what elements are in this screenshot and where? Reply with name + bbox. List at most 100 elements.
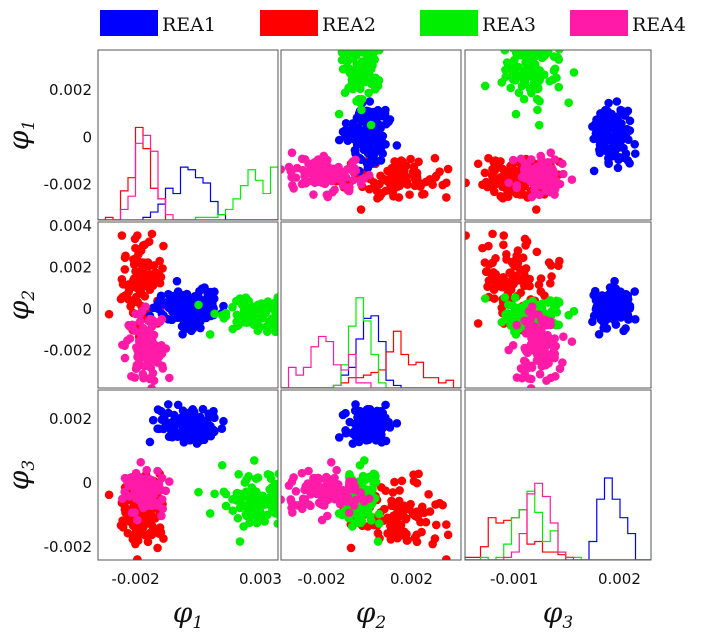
data-point (221, 489, 231, 499)
data-point (134, 479, 143, 488)
data-point (257, 492, 266, 501)
data-point (501, 72, 510, 82)
data-point (104, 309, 114, 319)
data-point (278, 312, 287, 321)
data-point (533, 105, 542, 115)
data-point (599, 323, 609, 333)
data-point (205, 509, 215, 518)
data-point (343, 56, 353, 65)
data-point (221, 501, 231, 511)
data-point (559, 332, 568, 341)
panel-frame (97, 49, 279, 221)
panel-r3-c2 (280, 389, 462, 561)
data-point (318, 163, 328, 173)
data-point (219, 416, 228, 426)
svg-text:φ3: φ3 (2, 460, 39, 490)
data-point (279, 503, 288, 512)
data-point (406, 499, 415, 509)
data-point (344, 508, 354, 518)
data-point (341, 118, 351, 128)
histogram-rea2 (98, 126, 278, 220)
data-point (287, 148, 297, 157)
data-point (623, 291, 633, 301)
data-point (139, 561, 148, 570)
data-point (262, 322, 271, 331)
data-point (392, 141, 402, 150)
data-point (232, 489, 242, 498)
data-point (221, 308, 231, 318)
data-point (165, 373, 174, 383)
histogram-rea1 (465, 477, 651, 560)
data-point (503, 64, 513, 74)
data-point (120, 291, 130, 300)
data-point (361, 431, 370, 441)
data-point (417, 527, 426, 537)
series-rea3 (334, 41, 384, 130)
data-point (501, 310, 510, 319)
data-point (535, 369, 545, 379)
data-point (523, 274, 532, 284)
data-point (178, 422, 188, 432)
data-point (257, 299, 266, 308)
histogram-rea1 (98, 166, 278, 220)
data-point (303, 479, 313, 488)
data-point (235, 503, 245, 513)
data-point (172, 276, 182, 286)
data-point (507, 313, 517, 322)
data-point (304, 500, 314, 509)
data-point (545, 76, 554, 86)
data-point (381, 400, 390, 410)
data-point (272, 176, 281, 185)
data-point (550, 155, 560, 164)
data-point (143, 500, 153, 509)
x-axis-label-1: φ1 (173, 596, 203, 633)
data-point (456, 179, 465, 188)
data-point (630, 149, 640, 158)
data-point (281, 165, 285, 174)
data-point (345, 129, 355, 138)
legend-entry-rea3: REA3 (420, 10, 536, 36)
data-point (519, 281, 529, 291)
data-point (379, 112, 388, 121)
data-point (355, 41, 364, 50)
data-point (275, 301, 278, 310)
data-point (507, 275, 517, 284)
data-point (365, 184, 374, 194)
data-point (502, 250, 511, 259)
histogram-rea3 (98, 166, 278, 220)
data-point (354, 437, 364, 447)
panels (97, 41, 652, 570)
data-point (412, 537, 422, 547)
data-point (145, 374, 154, 383)
data-point (499, 231, 509, 240)
data-point (133, 256, 142, 266)
y-tick-label: 0.002 (49, 259, 92, 277)
legend-swatch (100, 10, 158, 36)
histogram-rea3 (281, 297, 461, 388)
data-point (345, 183, 354, 192)
data-point (127, 473, 136, 482)
data-point (596, 305, 605, 315)
data-point (374, 50, 384, 55)
data-point (297, 504, 307, 514)
series-rea4 (281, 457, 374, 525)
data-point (394, 498, 404, 508)
data-point (533, 84, 543, 94)
data-point (544, 258, 554, 267)
data-point (217, 460, 227, 470)
data-point (537, 354, 547, 364)
data-point (405, 190, 414, 199)
data-point (348, 166, 358, 176)
data-point (551, 41, 560, 50)
panel-r2-c3 (464, 221, 652, 389)
data-point (387, 501, 397, 511)
data-point (135, 310, 145, 319)
data-point (304, 168, 314, 178)
data-point (202, 423, 212, 433)
data-point (123, 336, 132, 345)
data-point (544, 183, 553, 192)
data-point (544, 320, 553, 330)
data-point (270, 509, 278, 518)
data-point (127, 508, 137, 518)
data-point (327, 493, 337, 503)
